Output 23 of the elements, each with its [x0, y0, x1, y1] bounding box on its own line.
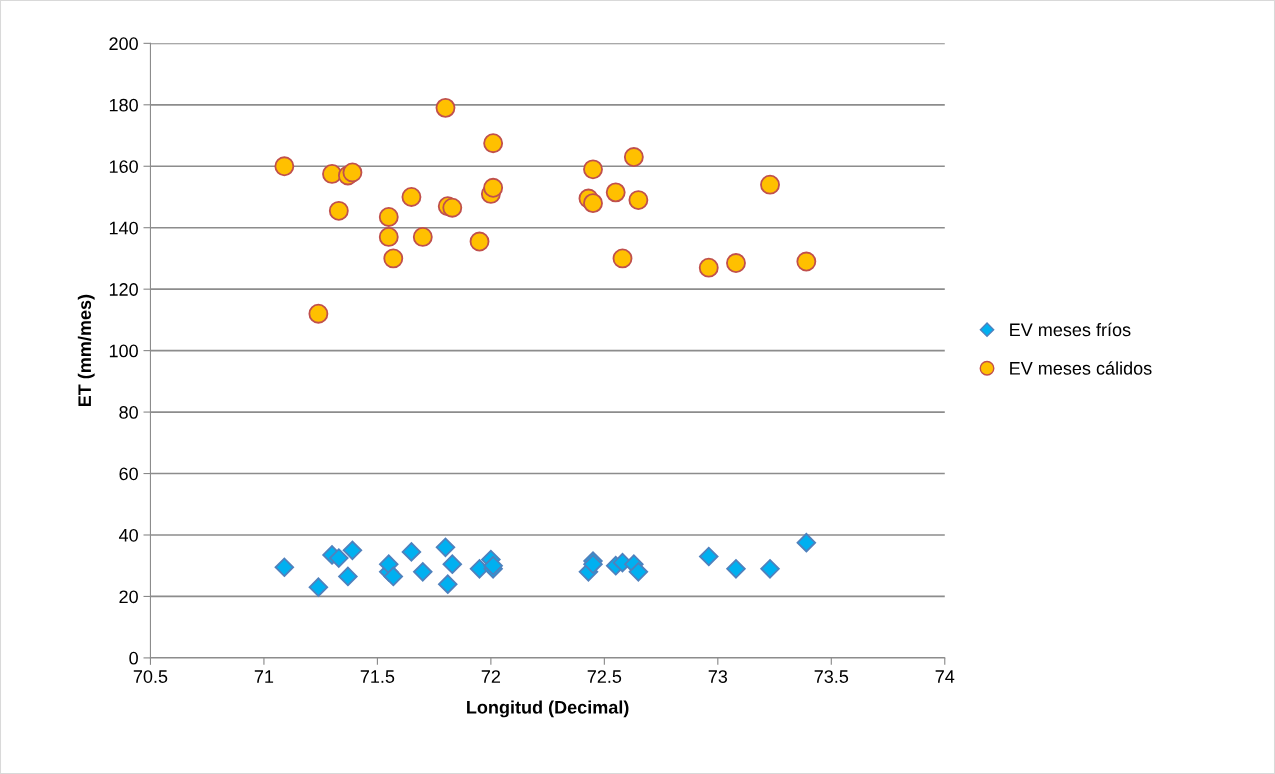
- x-tick-label: 70.5: [133, 670, 168, 683]
- y-tick-label: 160: [109, 160, 138, 173]
- legend-label: EV meses cálidos: [1010, 361, 1152, 375]
- x-axis-title: Longitud (Decimal): [467, 700, 629, 718]
- y-axis-title: ET (mm/mes): [77, 294, 95, 407]
- y-tick-label: 200: [109, 37, 138, 51]
- legend-label: EV meses fríos: [1010, 322, 1131, 337]
- x-tick-label: 72: [481, 670, 501, 683]
- y-tick-label: 40: [118, 528, 138, 542]
- x-tick-label: 71: [254, 670, 274, 683]
- x-tick-label: 74: [935, 670, 955, 683]
- y-tick-label: 120: [109, 283, 138, 296]
- x-tick-label: 72.5: [587, 670, 622, 683]
- y-tick-label: 60: [119, 467, 138, 481]
- y-tick-label: 80: [119, 406, 138, 419]
- y-tick-label: 0: [129, 651, 138, 665]
- x-tick-label: 73.5: [814, 670, 849, 683]
- x-tick-label: 73: [708, 670, 728, 683]
- y-tick-label: 20: [119, 590, 138, 604]
- x-tick-label: 71.5: [360, 670, 395, 683]
- y-tick-label: 180: [109, 98, 138, 112]
- y-tick-label: 140: [109, 221, 138, 235]
- y-tick-label: 100: [109, 344, 138, 358]
